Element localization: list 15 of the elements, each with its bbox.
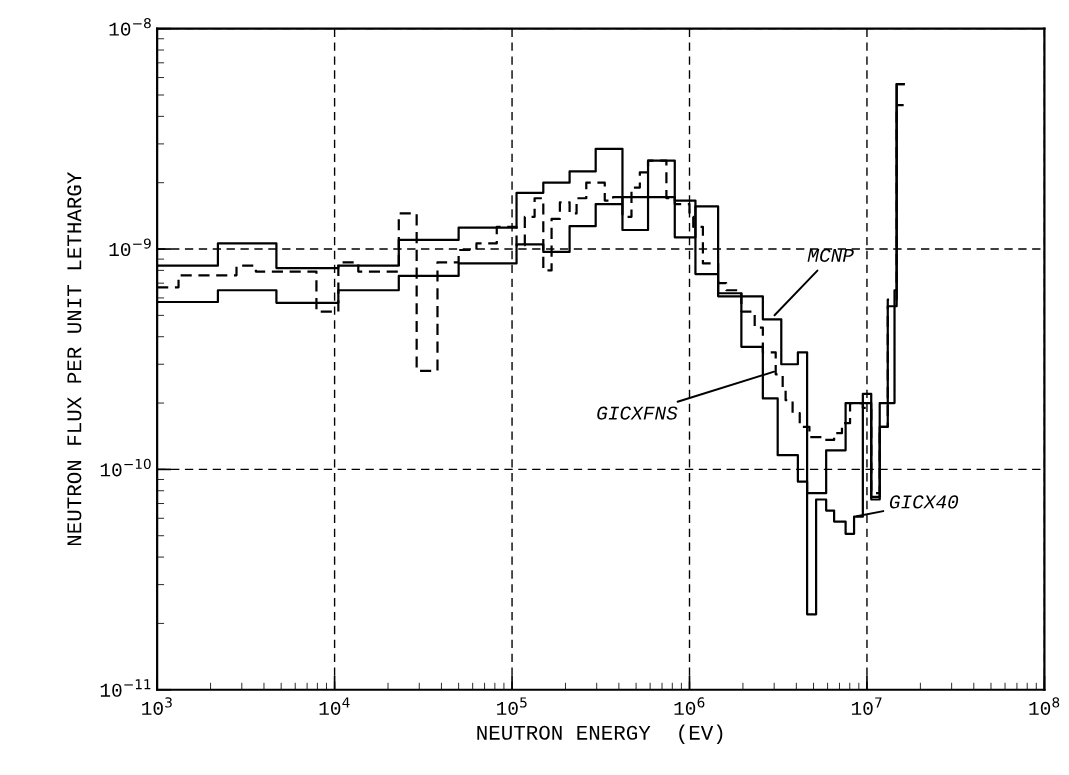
x-tick-label: 10$^{5}$ bbox=[497, 697, 527, 716]
annotation: GICXFNS bbox=[597, 406, 678, 420]
x-tick-label: 10$^{6}$ bbox=[674, 697, 705, 715]
x-tick-label: 10$^{4}$ bbox=[319, 697, 350, 716]
y-tick-label: 10$^{−11}$ bbox=[100, 679, 151, 697]
x-axis-title: NEUTRON ENERGY (EV) bbox=[477, 724, 723, 744]
x-tick-label: 10$^{3}$ bbox=[142, 697, 172, 715]
x-tick-label: 10$^{7}$ bbox=[851, 697, 882, 716]
x-tick-label: 10$^{8}$ bbox=[1029, 697, 1060, 715]
annotation: GICX40 bbox=[889, 495, 959, 509]
y-axis-title: NEUTRON FLUX PER UNIT LETHARGY bbox=[67, 172, 82, 546]
annotation: MCNP bbox=[807, 248, 854, 262]
y-tick-label: 10$^{−10}$ bbox=[100, 458, 151, 477]
y-tick-label: 10$^{−8}$ bbox=[109, 18, 151, 36]
y-tick-label: 10$^{−9}$ bbox=[109, 238, 151, 257]
